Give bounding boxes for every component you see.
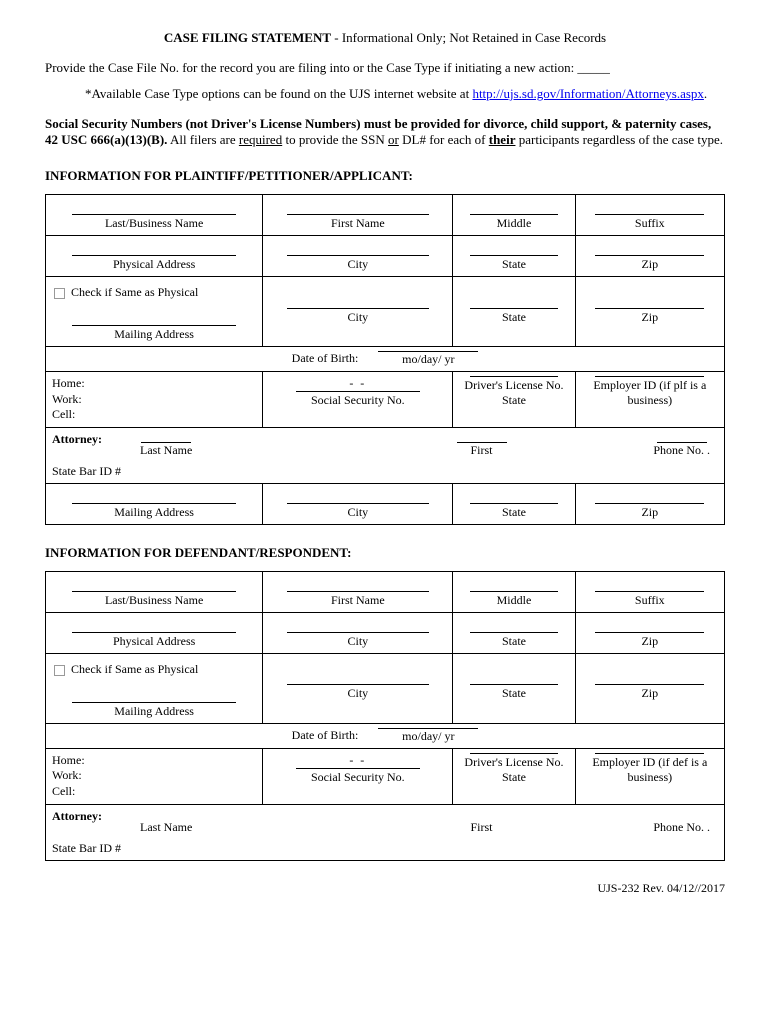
label-phone: Phone No. . — [653, 443, 710, 458]
note-text: *Available Case Type options can be foun… — [85, 86, 725, 102]
form-title: CASE FILING STATEMENT - Informational On… — [45, 30, 725, 46]
label-emp-def: Employer ID (if def is a business) — [582, 755, 718, 785]
label-suffix: Suffix — [635, 216, 665, 231]
label-city: City — [347, 257, 368, 272]
label-last: Last Name — [140, 443, 192, 458]
label-attorney: Attorney: — [52, 432, 102, 446]
label-mailing: Mailing Address — [114, 327, 194, 342]
same-as-checkbox-def[interactable] — [54, 665, 65, 676]
label-zip: Zip — [641, 257, 658, 272]
plaintiff-header: INFORMATION FOR PLAINTIFF/PETITIONER/APP… — [45, 168, 725, 184]
label-same-as: Check if Same as Physical — [71, 285, 198, 299]
warning-text: Social Security Numbers (not Driver's Li… — [45, 116, 725, 148]
title-bold: CASE FILING STATEMENT — [164, 30, 331, 45]
label-home: Home: — [52, 376, 256, 392]
label-last-business: Last/Business Name — [105, 216, 203, 231]
intro-text: Provide the Case File No. for the record… — [45, 60, 725, 76]
form-footer: UJS-232 Rev. 04/12//2017 — [45, 881, 725, 896]
ujs-link[interactable]: http://ujs.sd.gov/Information/Attorneys.… — [472, 86, 703, 101]
label-state: State — [502, 257, 526, 272]
title-rest: - Informational Only; Not Retained in Ca… — [331, 30, 606, 45]
label-emp-plf: Employer ID (if plf is a business) — [582, 378, 718, 408]
label-middle: Middle — [497, 216, 532, 231]
label-work: Work: — [52, 392, 256, 408]
plaintiff-table: Last/Business Name First Name Middle Suf… — [45, 194, 725, 525]
label-physical: Physical Address — [113, 257, 195, 272]
label-dl: Driver's License No. State — [459, 378, 568, 408]
label-state-bar: State Bar ID # — [52, 464, 718, 479]
label-cell: Cell: — [52, 407, 256, 423]
same-as-checkbox[interactable] — [54, 288, 65, 299]
defendant-table: Last/Business Name First Name Middle Suf… — [45, 571, 725, 861]
defendant-header: INFORMATION FOR DEFENDANT/RESPONDENT: — [45, 545, 725, 561]
label-ssn: Social Security No. — [311, 393, 405, 408]
label-first-name: First Name — [331, 216, 385, 231]
note-prefix: *Available Case Type options can be foun… — [85, 86, 472, 101]
label-first: First — [470, 443, 492, 458]
label-dob: Date of Birth: — [292, 351, 359, 366]
label-dob-fmt: mo/day/ yr — [402, 352, 454, 367]
